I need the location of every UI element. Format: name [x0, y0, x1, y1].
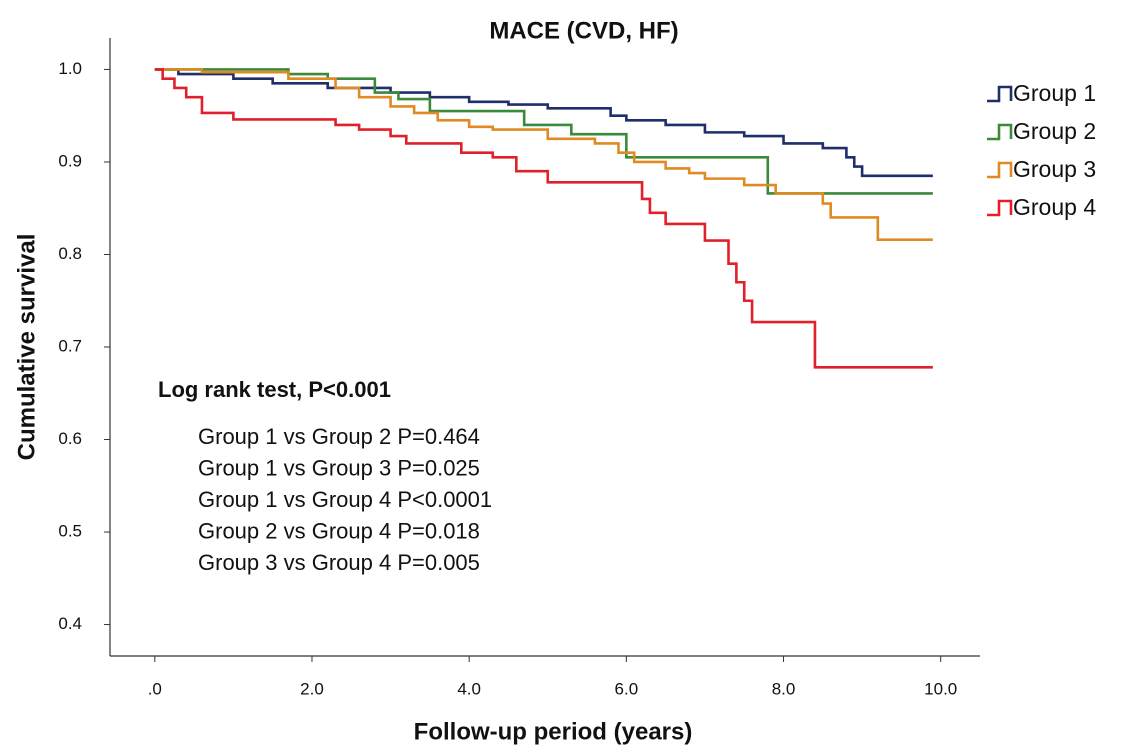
survival-line: [154, 68, 933, 241]
legend-swatch: [987, 123, 1013, 141]
y-tick-label: 0.9: [58, 151, 82, 170]
annotation: Log rank test, P<0.001: [158, 377, 391, 402]
x-tick-label: 10.0: [924, 679, 957, 698]
legend-swatch: [987, 85, 1013, 103]
survival-line: [154, 68, 933, 178]
legend-label: Group 3: [1013, 156, 1096, 182]
annotation: Group 1 vs Group 2 P=0.464: [198, 424, 480, 449]
chart-title: MACE (CVD, HF): [489, 17, 678, 44]
legend-label: Group 4: [1013, 194, 1096, 220]
y-tick-label: 0.8: [58, 244, 82, 263]
y-axis-label: Cumulative survival: [13, 234, 40, 461]
legend-swatch: [987, 199, 1013, 217]
survival-line: [154, 68, 933, 369]
y-tick-label: 1.0: [58, 59, 82, 78]
x-tick-label: 6.0: [615, 679, 639, 698]
annotation: Group 3 vs Group 4 P=0.005: [198, 550, 480, 575]
annotation: Group 1 vs Group 4 P<0.0001: [198, 487, 492, 512]
annotation: Group 1 vs Group 3 P=0.025: [198, 455, 480, 480]
y-tick-label: 0.6: [58, 429, 82, 448]
annotation: Group 2 vs Group 4 P=0.018: [198, 518, 480, 543]
survival-line: [154, 68, 933, 195]
x-tick-label: .0: [148, 679, 162, 698]
y-tick-label: 0.4: [58, 614, 82, 633]
x-axis-label: Follow-up period (years): [414, 718, 693, 745]
legend-swatch: [987, 161, 1013, 179]
x-tick-label: 4.0: [457, 679, 481, 698]
y-tick-label: 0.7: [58, 336, 82, 355]
legend-label: Group 1: [1013, 80, 1096, 106]
y-tick-label: 0.5: [58, 522, 82, 541]
legend-label: Group 2: [1013, 118, 1096, 144]
x-tick-label: 8.0: [772, 679, 796, 698]
x-tick-label: 2.0: [300, 679, 324, 698]
